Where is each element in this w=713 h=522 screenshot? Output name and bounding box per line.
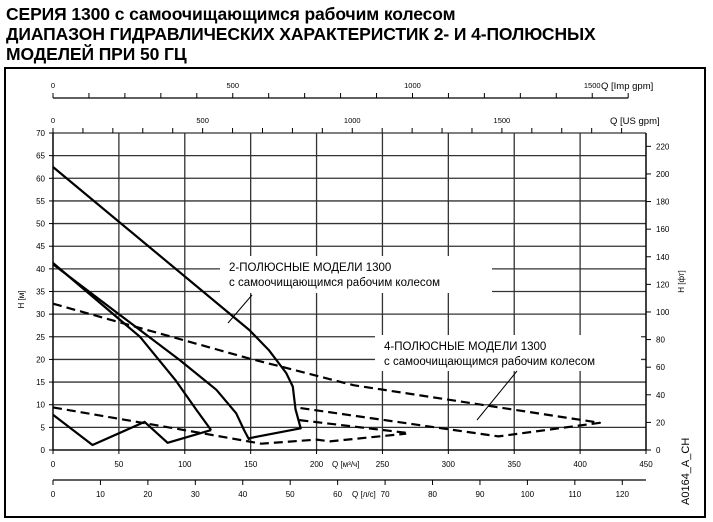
x-tick-label: 0 <box>51 460 56 469</box>
y2-tick-label: 120 <box>656 280 670 289</box>
y-tick-label: 45 <box>36 242 45 251</box>
chart-frame <box>4 67 706 518</box>
curve-4-pole-6 <box>52 406 407 445</box>
y-tick-label: 10 <box>36 401 45 410</box>
y-tick-label: 65 <box>36 152 45 161</box>
figure-code: A0164_A_CH <box>680 438 692 505</box>
x-axis-label: Q [м³/ч] <box>332 460 359 469</box>
y-tick-label: 30 <box>36 310 45 319</box>
curve-2-pole-2 <box>52 263 251 441</box>
chart-title-line1: СЕРИЯ 1300 с самоочищающимся рабочим кол… <box>6 4 456 24</box>
x2-tick-label: 10 <box>96 490 105 499</box>
annotation-leader-line <box>227 294 253 324</box>
x2-tick-label: 40 <box>238 490 247 499</box>
annotation-subtitle: с самоочищающимся рабочим колесом <box>229 277 440 289</box>
top-axis-tick-label: 500 <box>196 116 209 125</box>
y2-tick-label: 0 <box>656 446 661 455</box>
y-tick-label: 40 <box>36 265 45 274</box>
top-axis-tick-label: 0 <box>51 81 55 90</box>
top-axis-tick-label: 1500 <box>584 81 601 90</box>
y2-tick-label: 160 <box>656 225 670 234</box>
x2-tick-label: 50 <box>286 490 295 499</box>
x-tick-label: 300 <box>442 460 456 469</box>
y2-tick-label: 140 <box>656 253 670 262</box>
x2-tick-label: 0 <box>51 490 56 499</box>
x2-tick-label: 80 <box>428 490 437 499</box>
x-tick-label: 50 <box>114 460 123 469</box>
y2-tick-label: 20 <box>656 418 665 427</box>
x2-tick-label: 20 <box>143 490 152 499</box>
top-axis-tick-label: 500 <box>226 81 239 90</box>
annotation-title: 4-ПОЛЮСНЫЕ МОДЕЛИ 1300 <box>384 341 546 353</box>
y-axis-label: H [м] <box>17 291 26 309</box>
y2-tick-label: 200 <box>656 170 670 179</box>
top-axis-label: Q [US gpm] <box>610 116 660 127</box>
top-axis-tick-label: 0 <box>51 116 55 125</box>
chart-title-line3: МОДЕЛЕЙ ПРИ 50 ГЦ <box>6 44 187 64</box>
x2-tick-label: 90 <box>476 490 485 499</box>
x2-tick-label: 100 <box>521 490 535 499</box>
y2-tick-label: 220 <box>656 142 670 151</box>
curve-4-pole-4 <box>52 302 601 438</box>
x-tick-label: 200 <box>310 460 324 469</box>
curve-2-pole-1 <box>52 262 212 431</box>
y2-tick-label: 180 <box>656 198 670 207</box>
y-tick-label: 0 <box>41 446 46 455</box>
y2-tick-label: 40 <box>656 391 665 400</box>
y2-tick-label: 80 <box>656 336 665 345</box>
x-tick-label: 150 <box>244 460 258 469</box>
x-tick-label: 350 <box>508 460 522 469</box>
y-tick-label: 15 <box>36 378 45 387</box>
top-axis-tick-label: 1000 <box>404 81 421 90</box>
y2-tick-label: 60 <box>656 363 665 372</box>
x2-tick-label: 120 <box>616 490 630 499</box>
y-tick-label: 20 <box>36 355 45 364</box>
y-tick-label: 25 <box>36 333 45 342</box>
y-tick-label: 60 <box>36 174 45 183</box>
y-tick-label: 70 <box>36 129 45 138</box>
annotation-leader-line <box>476 370 518 421</box>
annotation-title: 2-ПОЛЮСНЫЕ МОДЕЛИ 1300 <box>229 262 391 274</box>
x-tick-label: 250 <box>376 460 390 469</box>
y2-axis-label: H [фт] <box>677 270 686 293</box>
x-tick-label: 100 <box>178 460 192 469</box>
x2-tick-label: 110 <box>568 490 581 499</box>
curve-2-pole-0 <box>52 166 302 440</box>
x-tick-label: 450 <box>639 460 653 469</box>
y-tick-label: 50 <box>36 220 45 229</box>
annotation-subtitle: с самоочищающимся рабочим колесом <box>384 356 595 368</box>
annotation-box <box>220 256 492 293</box>
x2-tick-label: 30 <box>191 490 200 499</box>
curve-4-pole-5 <box>299 419 407 434</box>
y-tick-label: 5 <box>41 423 46 432</box>
y-tick-label: 55 <box>36 197 45 206</box>
y2-tick-label: 100 <box>656 308 670 317</box>
curve-2-pole-3 <box>52 413 212 447</box>
chart-title-line2: ДИАПАЗОН ГИДРАВЛИЧЕСКИХ ХАРАКТЕРИСТИК 2-… <box>6 24 596 44</box>
y-tick-label: 35 <box>36 288 45 297</box>
x-tick-label: 400 <box>573 460 587 469</box>
top-axis-label: Q [Imp gpm] <box>601 81 653 92</box>
x2-axis-label: Q [л/с] <box>352 490 376 499</box>
x2-tick-label: 60 <box>333 490 342 499</box>
annotation-box <box>375 335 641 371</box>
top-axis-tick-label: 1000 <box>344 116 361 125</box>
x2-tick-label: 70 <box>381 490 390 499</box>
top-axis-tick-label: 1500 <box>494 116 511 125</box>
